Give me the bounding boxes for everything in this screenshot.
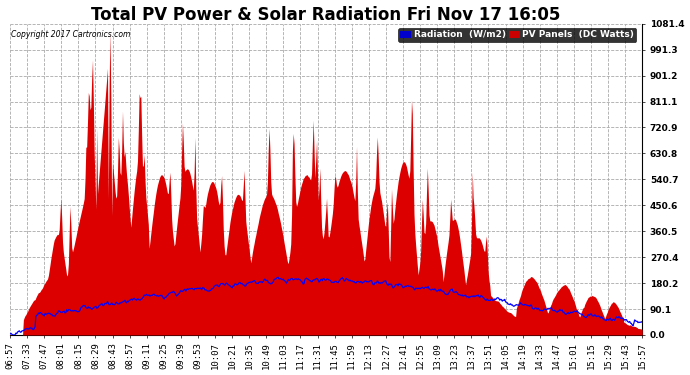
Text: Copyright 2017 Cartronics.com: Copyright 2017 Cartronics.com [11, 30, 130, 39]
Title: Total PV Power & Solar Radiation Fri Nov 17 16:05: Total PV Power & Solar Radiation Fri Nov… [92, 6, 561, 24]
Legend: Radiation  (W/m2), PV Panels  (DC Watts): Radiation (W/m2), PV Panels (DC Watts) [398, 28, 636, 42]
